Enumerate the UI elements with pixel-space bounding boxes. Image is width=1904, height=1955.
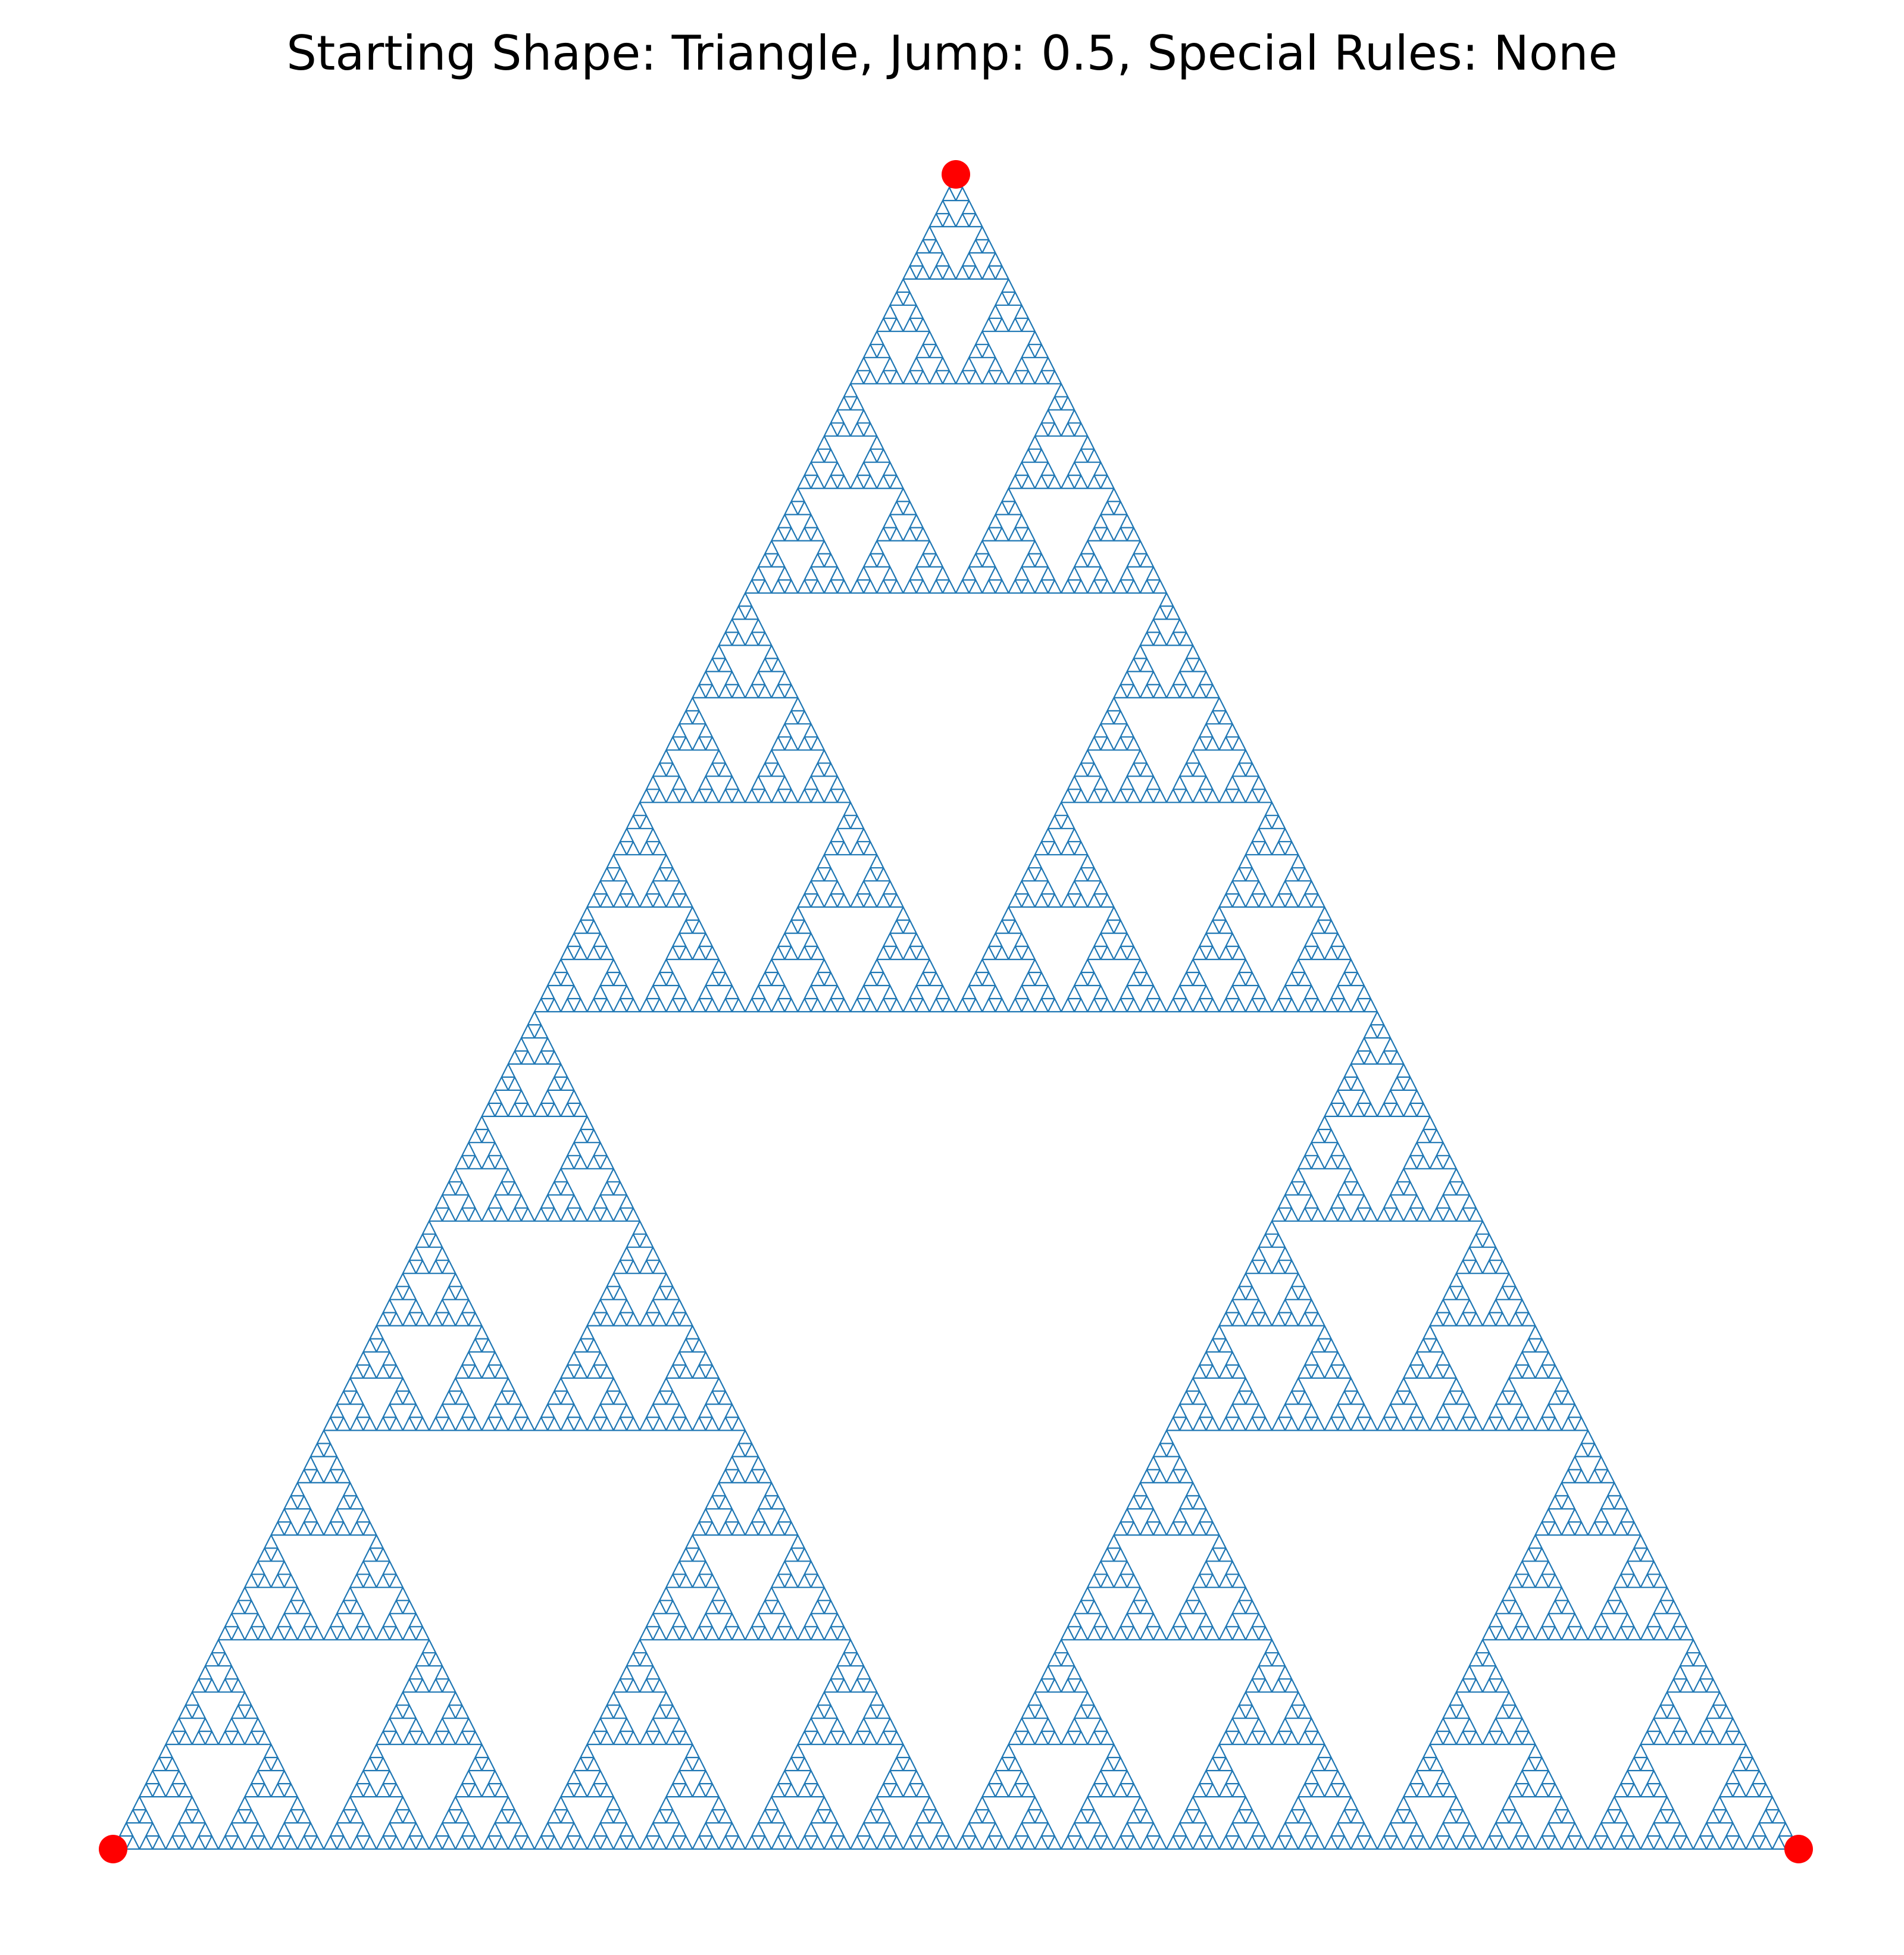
figure-title: Starting Shape: Triangle, Jump: 0.5, Spe… bbox=[286, 26, 1618, 81]
vertex-bottom-left bbox=[99, 1835, 127, 1863]
vertex-bottom-right bbox=[1784, 1835, 1813, 1863]
fractal-points bbox=[112, 173, 1800, 1850]
sierpinski-fractal bbox=[112, 173, 1800, 1850]
vertex-top bbox=[942, 160, 970, 189]
triangle-vertices bbox=[99, 160, 1813, 1863]
